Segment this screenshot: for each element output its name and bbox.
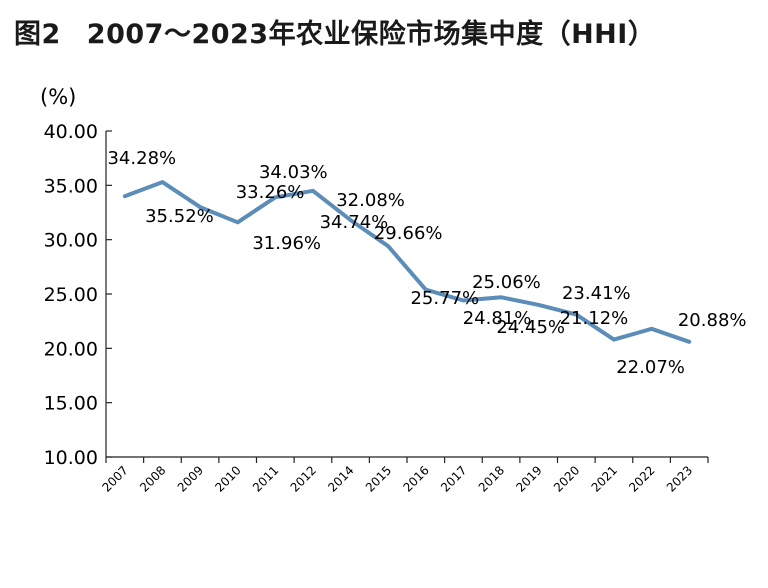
x-tick-label: 2010 — [212, 463, 243, 494]
data-label: 23.41% — [562, 283, 631, 304]
x-tick-label: 2007 — [99, 463, 130, 494]
data-label: 31.96% — [252, 233, 321, 254]
x-tick-group: 2007 2008 2009 2010 2011 2012 2014 2015 2016 2017… — [99, 457, 709, 495]
data-label: 25.77% — [410, 288, 479, 309]
data-label: 34.03% — [259, 162, 328, 183]
data-label: 20.88% — [678, 310, 747, 331]
y-tick-label: 30.00 — [44, 230, 98, 252]
x-tick-label: 2021 — [589, 463, 620, 494]
x-tick-label: 2011 — [250, 463, 281, 494]
y-tick-label: 35.00 — [44, 175, 98, 197]
x-tick-label: 2009 — [175, 463, 206, 494]
data-label: 24.45% — [496, 317, 565, 338]
x-tick-label: 2008 — [137, 463, 168, 494]
data-label: 35.52% — [145, 206, 214, 227]
x-tick-label: 2019 — [513, 463, 544, 494]
data-label-group: 34.28% 35.52% 33.26% 31.96% 34.03% 34.74%32.0… — [107, 148, 746, 378]
data-label: 33.26% — [236, 182, 305, 203]
title-text: 2007～2023年农业保险市场集中度（HHI） — [86, 19, 656, 50]
x-tick-label: 2018 — [476, 463, 507, 494]
data-label: 34.74% — [320, 212, 389, 233]
y-tick-label: 15.00 — [44, 393, 98, 415]
y-tick-label: 20.00 — [44, 338, 98, 360]
y-axis-unit: (%) — [40, 85, 76, 109]
figure-label: 图2 — [14, 19, 61, 50]
x-tick-label: 2012 — [288, 463, 319, 494]
x-tick-label: 2016 — [400, 463, 431, 494]
y-tick-group: 10.00 15.00 20.00 25.00 30.00 35.00 40.00 — [44, 121, 112, 469]
y-tick-label: 25.00 — [44, 284, 98, 306]
data-label: 29.66% — [374, 223, 443, 244]
x-tick-label: 2022 — [626, 463, 657, 494]
x-tick-label: 2015 — [363, 463, 394, 494]
data-label: 22.07% — [616, 357, 685, 378]
x-tick-label: 2023 — [664, 463, 695, 494]
hhi-series-line — [122, 180, 692, 344]
data-label: 25.06% — [472, 272, 541, 293]
x-tick-label: 2017 — [438, 463, 469, 494]
x-tick-label: 2014 — [325, 463, 356, 494]
y-tick-label: 40.00 — [44, 121, 98, 143]
x-tick-label: 2020 — [551, 463, 582, 494]
data-label: 24.81% — [463, 308, 532, 329]
data-label: 21.12% — [560, 308, 629, 329]
y-tick-label: 10.00 — [44, 447, 98, 469]
data-label: 32.08% — [336, 190, 405, 211]
chart-title: 图2 2007～2023年农业保险市场集中度（HHI） — [14, 12, 655, 51]
data-label: 34.28% — [107, 148, 176, 169]
